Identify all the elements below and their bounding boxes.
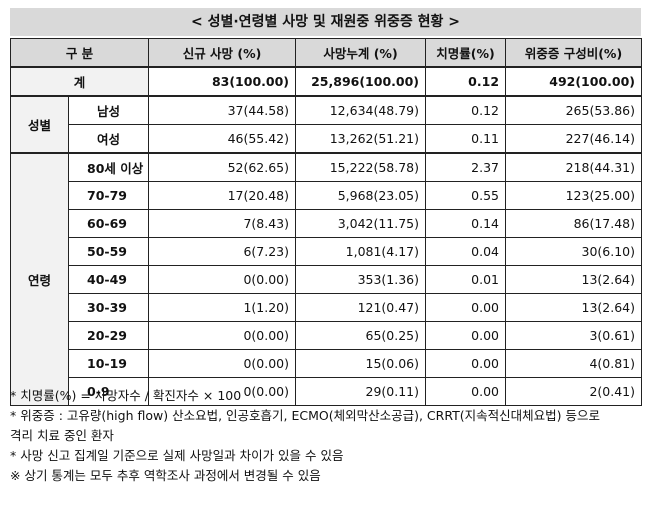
row-label: 여성 xyxy=(67,124,150,154)
cell-new-deaths: 0(0.00) xyxy=(148,265,297,294)
table-row: 연령 80세 이상 52(62.65) 15,222(58.78) 2.37 2… xyxy=(10,152,643,406)
cell-fatality: 0.11 xyxy=(425,124,507,154)
row-label: 70-79 xyxy=(67,181,150,210)
cell-cum-deaths: 12,634(48.79) xyxy=(295,95,427,125)
cell-critical: 3(0.61) xyxy=(505,321,643,350)
footnote-subject-to-change: ※ 상기 통계는 모두 추후 역학조사 과정에서 변경될 수 있음 xyxy=(10,468,321,483)
footnote-fatality: * 치명률(%) = 사망자수 / 확진자수 × 100 xyxy=(10,388,242,403)
table-row: 여성 46(55.42) 13,262(51.21) 0.11 227(46.1… xyxy=(10,124,643,154)
row-label: 40-49 xyxy=(67,265,150,294)
row-label: 60-69 xyxy=(67,209,150,238)
table-row: 60-69 7(8.43) 3,042(11.75) 0.14 86(17.48… xyxy=(11,209,643,238)
cell-critical: 30(6.10) xyxy=(505,237,643,266)
cell-cum-deaths: 1,081(4.17) xyxy=(295,237,427,266)
cell-new-deaths: 6(7.23) xyxy=(148,237,297,266)
cell-new-deaths: 0(0.00) xyxy=(148,377,297,406)
cell-critical: 218(44.31) xyxy=(505,152,643,182)
cell-cum-deaths: 3,042(11.75) xyxy=(295,209,427,238)
cell-critical: 13(2.64) xyxy=(505,293,643,322)
header-new-deaths: 신규 사망 (%) xyxy=(148,38,297,68)
cell-cum-deaths: 15(0.06) xyxy=(295,349,427,378)
total-label: 계 xyxy=(9,66,150,97)
cell-critical: 4(0.81) xyxy=(505,349,643,378)
cell-new-deaths: 52(62.65) xyxy=(148,152,297,182)
cell-fatality: 0.12 xyxy=(425,95,507,125)
cell-fatality: 0.00 xyxy=(425,377,507,406)
cell-fatality: 0.00 xyxy=(425,321,507,350)
cell-fatality: 0.55 xyxy=(425,181,507,210)
row-label: 10-19 xyxy=(67,349,150,378)
header-cum-deaths: 사망누계 (%) xyxy=(295,38,427,68)
age-group-label: 연령 xyxy=(10,152,69,406)
cell-new-deaths: 0(0.00) xyxy=(148,349,297,378)
sex-group-label: 성별 xyxy=(10,95,69,154)
table-row: 30-39 1(1.20) 121(0.47) 0.00 13(2.64) xyxy=(11,293,643,322)
footnote-critical-definition: * 위중증 : 고유량(high flow) 산소요법, 인공호흡기, ECMO… xyxy=(10,408,600,423)
header-critical: 위중증 구성비(%) xyxy=(505,38,643,68)
cell-cum-deaths: 65(0.25) xyxy=(295,321,427,350)
cell-fatality: 0.00 xyxy=(425,349,507,378)
row-label: 남성 xyxy=(67,95,150,125)
cell-new-deaths: 1(1.20) xyxy=(148,293,297,322)
total-fatality: 0.12 xyxy=(425,66,507,97)
cell-critical: 13(2.64) xyxy=(505,265,643,294)
table-title: < 성별·연령별 사망 및 재원중 위중증 현황 > xyxy=(10,8,641,36)
total-critical: 492(100.00) xyxy=(505,66,643,97)
cell-new-deaths: 17(20.48) xyxy=(148,181,297,210)
table-row: 70-79 17(20.48) 5,968(23.05) 0.55 123(25… xyxy=(11,181,643,210)
cell-new-deaths: 7(8.43) xyxy=(148,209,297,238)
header-row: 구 분 신규 사망 (%) 사망누계 (%) 치명률(%) 위중증 구성비(%) xyxy=(9,38,643,68)
row-label: 30-39 xyxy=(67,293,150,322)
cell-cum-deaths: 353(1.36) xyxy=(295,265,427,294)
cell-cum-deaths: 15,222(58.78) xyxy=(295,152,427,182)
cell-fatality: 0.14 xyxy=(425,209,507,238)
cell-fatality: 2.37 xyxy=(425,152,507,182)
cell-critical: 265(53.86) xyxy=(505,95,643,125)
cell-fatality: 0.01 xyxy=(425,265,507,294)
table-row: 10-19 0(0.00) 15(0.06) 0.00 4(0.81) xyxy=(11,349,643,378)
total-row: 계 83(100.00) 25,896(100.00) 0.12 492(100… xyxy=(9,66,643,97)
cell-new-deaths: 0(0.00) xyxy=(148,321,297,350)
cell-critical: 86(17.48) xyxy=(505,209,643,238)
cell-new-deaths: 37(44.58) xyxy=(148,95,297,125)
stats-table: 구 분 신규 사망 (%) 사망누계 (%) 치명률(%) 위중증 구성비(%)… xyxy=(9,38,643,406)
cell-new-deaths: 46(55.42) xyxy=(148,124,297,154)
cell-critical: 227(46.14) xyxy=(505,124,643,154)
cell-fatality: 0.00 xyxy=(425,293,507,322)
row-label: 80세 이상 xyxy=(67,152,150,182)
table-row: 50-59 6(7.23) 1,081(4.17) 0.04 30(6.10) xyxy=(11,237,643,266)
cell-cum-deaths: 121(0.47) xyxy=(295,293,427,322)
total-new-deaths: 83(100.00) xyxy=(148,66,297,97)
table-row: 40-49 0(0.00) 353(1.36) 0.01 13(2.64) xyxy=(11,265,643,294)
cell-cum-deaths: 13,262(51.21) xyxy=(295,124,427,154)
row-label: 50-59 xyxy=(67,237,150,266)
cell-critical: 123(25.00) xyxy=(505,181,643,210)
footnote-critical-definition-cont: 격리 치료 중인 환자 xyxy=(10,428,114,443)
cell-cum-deaths: 5,968(23.05) xyxy=(295,181,427,210)
table-row: 20-29 0(0.00) 65(0.25) 0.00 3(0.61) xyxy=(11,321,643,350)
header-fatality: 치명률(%) xyxy=(425,38,507,68)
cell-fatality: 0.04 xyxy=(425,237,507,266)
footnotes: * 치명률(%) = 사망자수 / 확진자수 × 100 * 위중증 : 고유량… xyxy=(10,386,641,486)
table-row: 성별 남성 37(44.58) 12,634(48.79) 0.12 265(5… xyxy=(10,95,643,154)
table-row: 0-9 0(0.00) 29(0.11) 0.00 2(0.41) xyxy=(11,377,643,406)
header-category: 구 분 xyxy=(9,38,150,68)
footnote-reporting-date: * 사망 신고 집계일 기준으로 실제 사망일과 차이가 있을 수 있음 xyxy=(10,448,344,463)
total-cum-deaths: 25,896(100.00) xyxy=(295,66,427,97)
row-label: 20-29 xyxy=(67,321,150,350)
cell-critical: 2(0.41) xyxy=(505,377,643,406)
row-label: 0-9 xyxy=(67,377,150,406)
